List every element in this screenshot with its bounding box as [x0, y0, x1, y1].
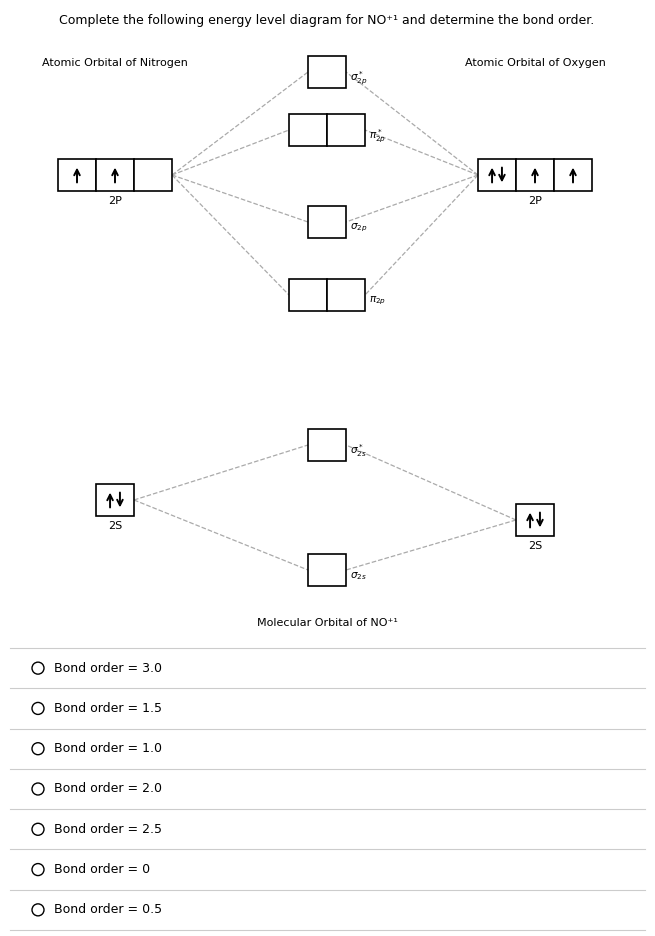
Bar: [289, 279, 327, 311]
Text: 2P: 2P: [528, 196, 542, 206]
Bar: [516, 159, 554, 191]
Bar: [308, 554, 346, 586]
Bar: [58, 159, 96, 191]
Text: Atomic Orbital of Oxygen: Atomic Orbital of Oxygen: [464, 58, 605, 68]
Text: $\sigma_{2s}$: $\sigma_{2s}$: [350, 570, 367, 582]
Text: Bond order = 2.5: Bond order = 2.5: [54, 823, 162, 836]
Text: Bond order = 0.5: Bond order = 0.5: [54, 903, 162, 916]
Text: Bond order = 2.0: Bond order = 2.0: [54, 782, 162, 796]
Bar: [478, 159, 516, 191]
Text: Complete the following energy level diagram for NO⁺¹ and determine the bond orde: Complete the following energy level diag…: [60, 14, 595, 27]
Text: $\sigma_{2p}$: $\sigma_{2p}$: [350, 222, 367, 234]
Bar: [96, 484, 134, 516]
Text: Atomic Orbital of Nitrogen: Atomic Orbital of Nitrogen: [42, 58, 188, 68]
Text: 2S: 2S: [528, 541, 542, 551]
Text: Bond order = 1.5: Bond order = 1.5: [54, 702, 162, 715]
Text: 2P: 2P: [108, 196, 122, 206]
Bar: [327, 279, 365, 311]
Text: Bond order = 0: Bond order = 0: [54, 863, 150, 876]
Bar: [134, 159, 172, 191]
Text: 2S: 2S: [108, 521, 122, 531]
Bar: [308, 56, 346, 88]
Text: $\sigma^*_{2p}$: $\sigma^*_{2p}$: [350, 69, 367, 87]
Text: $\pi_{2p}$: $\pi_{2p}$: [369, 295, 386, 307]
Bar: [327, 114, 365, 146]
Text: $\sigma^*_{2s}$: $\sigma^*_{2s}$: [350, 443, 367, 460]
Bar: [516, 504, 554, 536]
Text: Bond order = 3.0: Bond order = 3.0: [54, 662, 162, 675]
Text: Molecular Orbital of NO⁺¹: Molecular Orbital of NO⁺¹: [257, 618, 398, 628]
Bar: [308, 206, 346, 238]
Bar: [289, 114, 327, 146]
Text: Bond order = 1.0: Bond order = 1.0: [54, 742, 162, 755]
Bar: [96, 159, 134, 191]
Text: $\pi^*_{2p}$: $\pi^*_{2p}$: [369, 127, 386, 145]
Bar: [308, 429, 346, 461]
Bar: [554, 159, 592, 191]
